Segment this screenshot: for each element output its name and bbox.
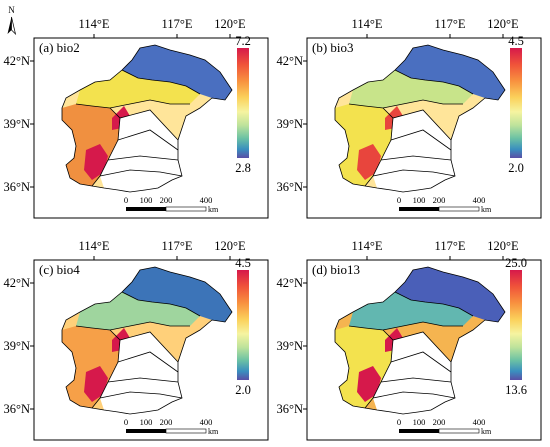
map-panel-c: 114°E 117°E 120°E 42°N 39°N 36°N <box>3 239 269 441</box>
legend-colorbar <box>510 270 522 380</box>
map-panel-d: 114°E 117°E 120°E 42°N 39°N 36°N <box>276 239 542 441</box>
scale-bar: 0 100 200 400 km <box>397 417 492 436</box>
north-arrow-label: N <box>8 5 15 15</box>
svg-text:0: 0 <box>397 417 401 427</box>
scale-bar: 0 100 200 400 km <box>124 417 219 436</box>
svg-text:200: 200 <box>433 195 446 205</box>
panel-title: (c) bio4 <box>39 262 80 277</box>
lat-tick-36: 36°N <box>3 402 30 416</box>
lat-tick-36: 36°N <box>276 402 303 416</box>
lon-tick-120: 120°E <box>214 17 246 31</box>
lat-tick-36: 36°N <box>276 180 303 194</box>
lon-tick-120: 120°E <box>214 239 246 253</box>
legend-max: 25.0 <box>505 256 527 270</box>
scale-bar: 0 100 200 400 km <box>124 195 219 214</box>
legend-colorbar <box>237 270 249 380</box>
svg-text:0: 0 <box>397 195 401 205</box>
map-panel-b: 114°E 117°E 120°E 42°N 39°N 36°N <box>276 17 542 219</box>
svg-text:400: 400 <box>473 195 486 205</box>
legend-min: 13.6 <box>505 383 527 397</box>
legend-min: 2.0 <box>508 161 524 175</box>
lon-tick-117: 117°E <box>435 17 466 31</box>
lat-tick-36: 36°N <box>3 180 30 194</box>
legend-max: 4.5 <box>508 34 524 48</box>
svg-text:km: km <box>208 427 219 436</box>
svg-text:0: 0 <box>124 195 128 205</box>
legend-min: 2.0 <box>235 383 251 397</box>
panel-title: (d) bio13 <box>312 262 360 277</box>
svg-text:200: 200 <box>160 195 173 205</box>
province-boundaries <box>334 44 506 193</box>
lon-tick-114: 114°E <box>79 239 110 253</box>
raster-region <box>335 267 505 414</box>
svg-text:km: km <box>481 427 492 436</box>
raster-region <box>62 45 232 192</box>
svg-text:km: km <box>481 205 492 214</box>
svg-text:400: 400 <box>200 195 213 205</box>
scale-bar: 0 100 200 400 km <box>397 195 492 214</box>
lon-tick-117: 117°E <box>435 239 466 253</box>
legend-colorbar <box>510 48 522 158</box>
legend-colorbar <box>237 48 249 158</box>
lat-tick-42: 42°N <box>276 54 303 68</box>
svg-text:100: 100 <box>140 417 153 427</box>
svg-text:0: 0 <box>124 417 128 427</box>
province-boundaries <box>61 266 233 415</box>
lon-tick-114: 114°E <box>352 17 383 31</box>
lat-tick-42: 42°N <box>276 276 303 290</box>
lon-tick-117: 117°E <box>162 17 193 31</box>
svg-text:100: 100 <box>413 195 426 205</box>
north-arrow: N <box>7 5 17 36</box>
panel-title: (b) bio3 <box>312 40 354 55</box>
raster-region <box>335 45 505 192</box>
map-frame <box>306 259 542 441</box>
lat-tick-39: 39°N <box>3 339 30 353</box>
svg-text:100: 100 <box>413 417 426 427</box>
lon-tick-117: 117°E <box>162 239 193 253</box>
svg-text:km: km <box>208 205 219 214</box>
lon-tick-114: 114°E <box>79 17 110 31</box>
svg-text:100: 100 <box>140 195 153 205</box>
map-frame <box>33 37 269 219</box>
lat-tick-39: 39°N <box>276 117 303 131</box>
lon-tick-120: 120°E <box>487 239 519 253</box>
map-panel-a: 114°E 117°E 120°E 42°N 39°N 36°N <box>3 17 269 219</box>
svg-text:400: 400 <box>200 417 213 427</box>
legend-max: 4.5 <box>235 256 251 270</box>
svg-text:400: 400 <box>473 417 486 427</box>
lon-tick-114: 114°E <box>352 239 383 253</box>
svg-text:200: 200 <box>433 417 446 427</box>
lat-tick-42: 42°N <box>3 54 30 68</box>
province-boundaries <box>334 266 506 415</box>
svg-text:200: 200 <box>160 417 173 427</box>
lat-tick-39: 39°N <box>276 339 303 353</box>
panel-title: (a) bio2 <box>39 40 80 55</box>
lat-tick-39: 39°N <box>3 117 30 131</box>
raster-region <box>62 267 232 414</box>
legend-min: 2.8 <box>235 161 251 175</box>
map-frame <box>306 37 542 219</box>
map-frame <box>33 259 269 441</box>
legend-max: 7.2 <box>235 34 251 48</box>
lon-tick-120: 120°E <box>487 17 519 31</box>
lat-tick-42: 42°N <box>3 276 30 290</box>
province-boundaries <box>61 44 233 193</box>
